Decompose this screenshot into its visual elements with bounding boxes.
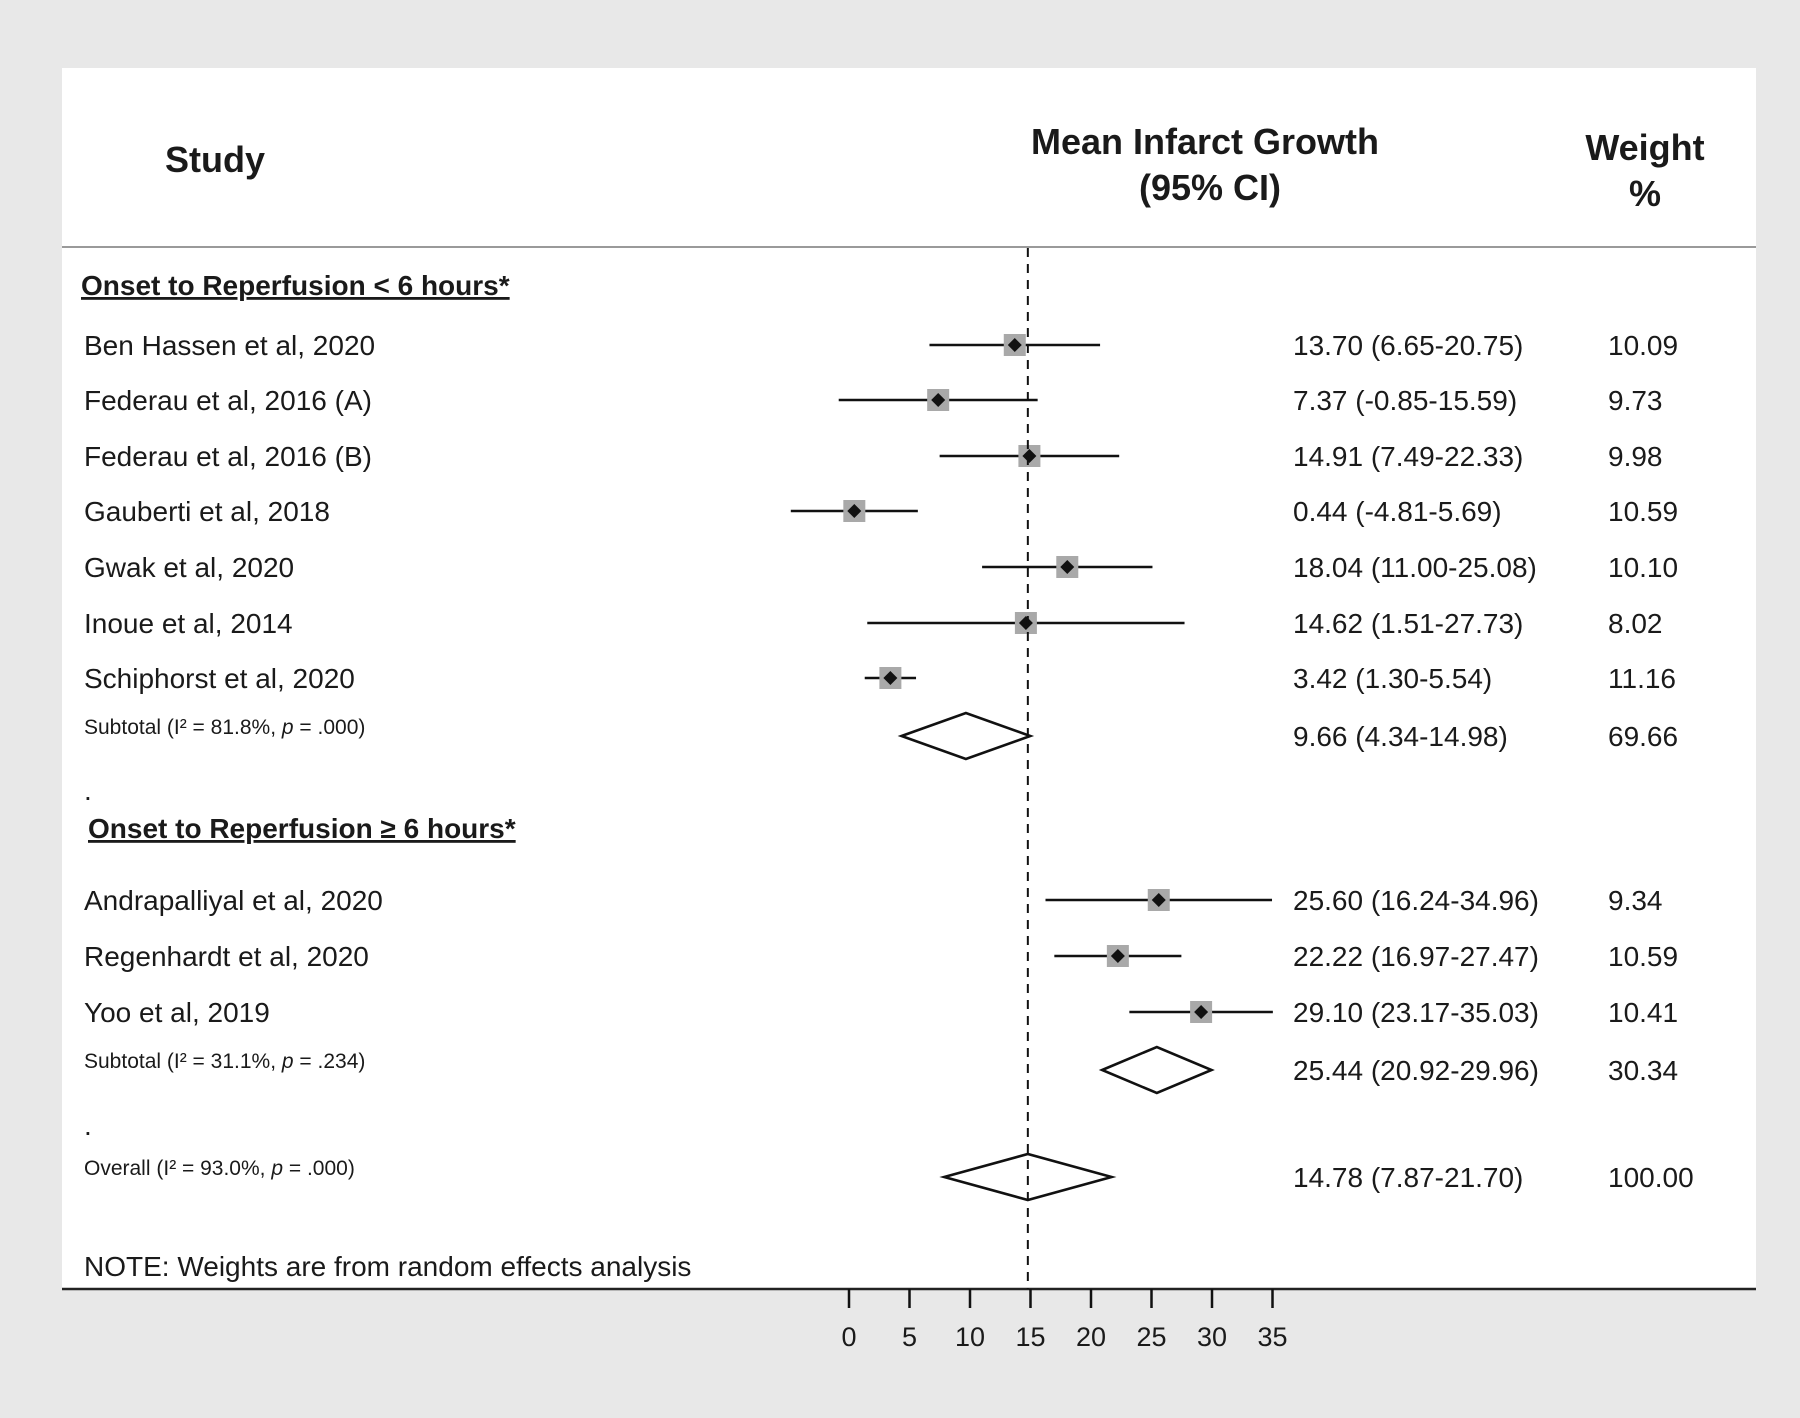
overall-estimate-ci-value: 14.78 (7.87-21.70) [1293, 1162, 1523, 1193]
point-estimate [931, 393, 946, 407]
study-label: Gauberti et al, 2018 [84, 496, 330, 527]
point-estimate [1060, 560, 1075, 574]
x-tick-label: 35 [1257, 1322, 1287, 1352]
weight-value: 10.41 [1608, 997, 1678, 1028]
weight-value: 9.98 [1608, 441, 1663, 472]
group-title: Onset to Reperfusion < 6 hours* [81, 270, 510, 301]
point-estimate [1151, 893, 1166, 907]
estimate-ci-value: 22.22 (16.97-27.47) [1293, 941, 1539, 972]
x-tick-label: 25 [1136, 1322, 1166, 1352]
group-separator-2: . [84, 1110, 92, 1141]
weight-value: 8.02 [1608, 608, 1663, 639]
x-tick-label: 20 [1076, 1322, 1106, 1352]
x-tick-label: 5 [902, 1322, 917, 1352]
weight-header-line2: % [1629, 173, 1661, 214]
footnote: NOTE: Weights are from random effects an… [84, 1251, 691, 1282]
study-label: Andrapalliyal et al, 2020 [84, 885, 383, 916]
point-estimate [1018, 616, 1033, 630]
weight-value: 11.16 [1608, 663, 1676, 694]
subtotal-diamond [1098, 1045, 1215, 1095]
estimate-ci-value: 0.44 (-4.81-5.69) [1293, 496, 1502, 527]
point-estimate [847, 504, 862, 518]
estimate-ci-value: 18.04 (11.00-25.08) [1293, 552, 1537, 583]
subtotal-label: Subtotal (I² = 81.8%, p = .000) [84, 716, 365, 739]
weight-value: 10.10 [1608, 552, 1678, 583]
study-label: Yoo et al, 2019 [84, 997, 270, 1028]
group-separator-1: . [84, 775, 92, 806]
estimate-ci-value: 13.70 (6.65-20.75) [1293, 330, 1523, 361]
study-label: Federau et al, 2016 (A) [84, 385, 372, 416]
subtotal-label: Subtotal (I² = 31.1%, p = .234) [84, 1050, 365, 1073]
x-tick-label: 15 [1015, 1322, 1045, 1352]
subtotal-estimate-ci-value: 9.66 (4.34-14.98) [1293, 721, 1508, 752]
weight-value: 10.59 [1608, 941, 1678, 972]
subtotal-diamond [897, 711, 1035, 761]
weight-value: 10.09 [1608, 330, 1678, 361]
weight-value: 9.34 [1608, 885, 1663, 916]
subtotal-estimate-ci-value: 25.44 (20.92-29.96) [1293, 1055, 1539, 1086]
subtotal-weight-value: 30.34 [1608, 1055, 1678, 1086]
estimate-ci-value: 3.42 (1.30-5.54) [1293, 663, 1492, 694]
x-tick-label: 10 [955, 1322, 985, 1352]
weight-header-line1: Weight [1585, 127, 1704, 168]
point-estimate [883, 671, 898, 685]
group-title: Onset to Reperfusion ≥ 6 hours* [88, 813, 516, 844]
point-estimate [1194, 1005, 1209, 1019]
estimate-ci-value: 7.37 (-0.85-15.59) [1293, 385, 1517, 416]
effect-header-line2: (95% CI) [1139, 167, 1281, 208]
estimate-ci-value: 14.62 (1.51-27.73) [1293, 608, 1523, 639]
point-estimate [1007, 338, 1022, 352]
x-tick-label: 30 [1197, 1322, 1227, 1352]
study-label: Federau et al, 2016 (B) [84, 441, 372, 472]
subtotal-weight-value: 69.66 [1608, 721, 1678, 752]
overall-label: Overall (I² = 93.0%, p = .000) [84, 1157, 355, 1180]
effect-header-line1: Mean Infarct Growth [1031, 121, 1379, 162]
estimate-ci-value: 29.10 (23.17-35.03) [1293, 997, 1539, 1028]
study-header: Study [165, 139, 265, 180]
weight-value: 10.59 [1608, 496, 1678, 527]
weight-value: 9.73 [1608, 385, 1663, 416]
study-label: Regenhardt et al, 2020 [84, 941, 369, 972]
study-label: Inoue et al, 2014 [84, 608, 293, 639]
study-label: Gwak et al, 2020 [84, 552, 294, 583]
point-estimate [1110, 949, 1125, 963]
x-tick-label: 0 [841, 1322, 856, 1352]
study-label: Ben Hassen et al, 2020 [84, 330, 375, 361]
overall-weight-value: 100.00 [1608, 1162, 1694, 1193]
estimate-ci-value: 14.91 (7.49-22.33) [1293, 441, 1523, 472]
point-estimate [1022, 449, 1037, 463]
study-label: Schiphorst et al, 2020 [84, 663, 355, 694]
estimate-ci-value: 25.60 (16.24-34.96) [1293, 885, 1539, 916]
